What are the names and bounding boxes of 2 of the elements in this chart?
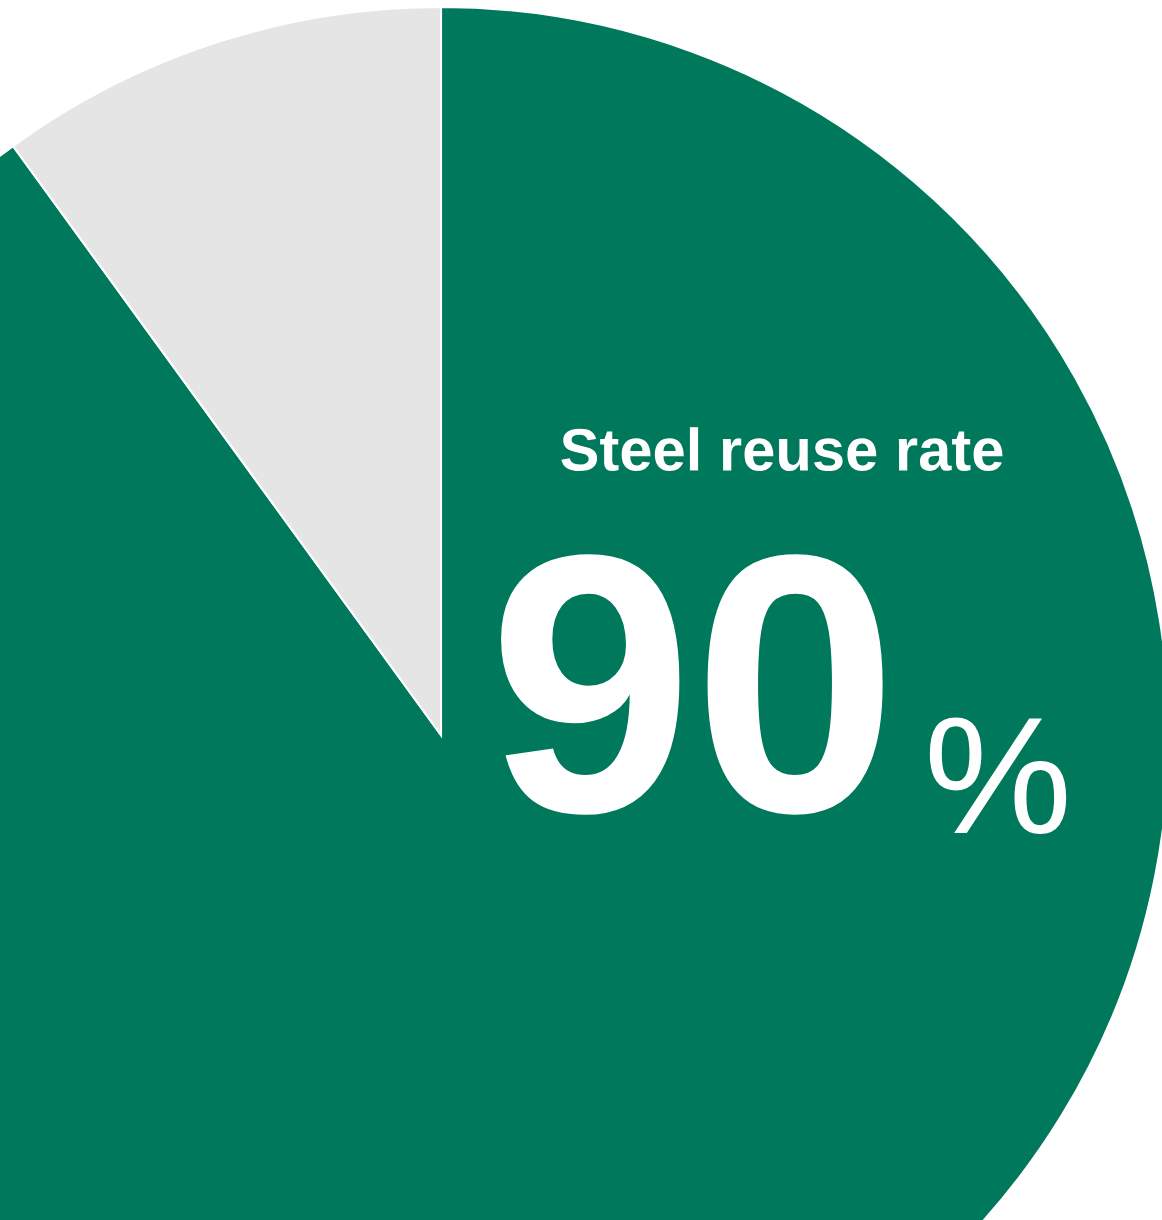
slice-label: Steel reuse rate	[561, 427, 1003, 472]
data-label: 90%	[501, 554, 1067, 835]
